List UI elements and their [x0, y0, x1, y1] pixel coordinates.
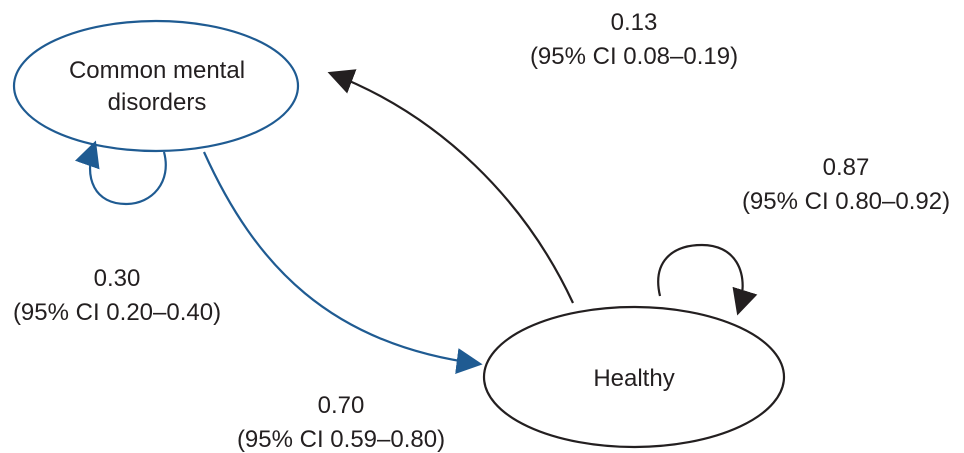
- cmd-self-loop-arrow: [74, 140, 167, 206]
- healthy-label: Healthy: [593, 365, 674, 392]
- healthy-to-cmd-ci: (95% CI 0.08–0.19): [530, 43, 738, 70]
- healthy-node: [482, 305, 786, 449]
- healthy-self-loop-arrow: [657, 243, 758, 316]
- cmd-self-probability: 0.30: [94, 265, 141, 292]
- healthy-self-ci: (95% CI 0.80–0.92): [742, 188, 950, 215]
- common-mental-disorders-label-line1: Common mental: [69, 57, 245, 84]
- cmd-self-ci: (95% CI 0.20–0.40): [13, 299, 221, 326]
- common-mental-disorders-label-line2: disorders: [108, 89, 207, 116]
- common-mental-disorders-node: [12, 19, 300, 153]
- cmd-to-healthy-probability: 0.70: [318, 392, 365, 419]
- cmd-to-healthy-arrow: [202, 151, 483, 374]
- healthy-self-probability: 0.87: [823, 154, 870, 181]
- healthy-to-cmd-arrow: [327, 69, 574, 304]
- healthy-to-cmd-probability: 0.13: [611, 9, 658, 36]
- cmd-to-healthy-ci: (95% CI 0.59–0.80): [237, 426, 445, 453]
